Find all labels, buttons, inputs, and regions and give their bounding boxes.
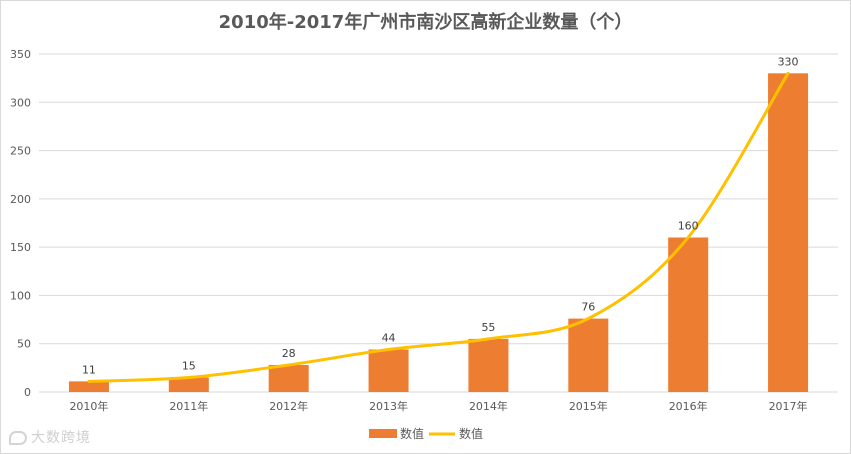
- bar: [568, 318, 609, 392]
- bar: [368, 349, 409, 392]
- line-series: [87, 71, 790, 383]
- data-label: 55: [481, 321, 495, 334]
- y-tick-label: 250: [10, 145, 31, 158]
- x-tick-label: 2016年: [669, 399, 708, 413]
- chart-title: 2010年-2017年广州市南沙区高新企业数量（个）: [218, 12, 633, 33]
- brand-logo-icon: [9, 431, 27, 445]
- bar-series: [68, 73, 809, 393]
- x-tick-label: 2017年: [769, 399, 808, 413]
- data-label: 44: [382, 332, 396, 345]
- y-tick-label: 300: [10, 96, 31, 109]
- data-label: 11: [82, 363, 96, 376]
- y-tick-label: 350: [10, 48, 31, 61]
- watermark-text: 大数跨境: [31, 430, 91, 446]
- series-line: [87, 71, 790, 383]
- legend: 数值 数值: [369, 426, 483, 441]
- data-label: 160: [678, 219, 699, 232]
- data-label: 330: [778, 55, 799, 68]
- data-labels: 11 15 28 44 55 76 160 330: [82, 55, 799, 376]
- x-tick-label: 2015年: [569, 399, 608, 413]
- legend-bar-label: 数值: [400, 426, 424, 441]
- bar: [268, 364, 309, 392]
- x-tick-label: 2014年: [469, 399, 508, 413]
- legend-line-label: 数值: [459, 426, 483, 441]
- gridlines: [39, 53, 838, 393]
- data-label: 15: [182, 360, 196, 373]
- y-tick-label: 100: [10, 289, 31, 302]
- watermark: 大数跨境: [9, 427, 129, 449]
- data-label: 76: [581, 301, 595, 314]
- y-tick-label: 200: [10, 193, 31, 206]
- y-tick-label: 150: [10, 241, 31, 254]
- x-tick-label: 2012年: [269, 399, 308, 413]
- y-axis-ticks: 0 50 100 150 200 250 300 350: [10, 48, 31, 399]
- x-tick-label: 2010年: [69, 399, 108, 413]
- bar: [668, 237, 709, 392]
- bar: [768, 73, 809, 393]
- legend-bar-swatch: [369, 429, 397, 438]
- y-tick-label: 0: [24, 386, 31, 399]
- x-axis-ticks: 2010年 2011年 2012年 2013年 2014年 2015年 2016年 2017年: [69, 399, 807, 413]
- bar: [468, 338, 509, 392]
- bar: [168, 377, 209, 392]
- data-label: 28: [282, 347, 296, 360]
- y-tick-label: 50: [17, 338, 31, 351]
- x-tick-label: 2011年: [169, 399, 208, 413]
- x-tick-label: 2013年: [369, 399, 408, 413]
- bar: [68, 381, 109, 392]
